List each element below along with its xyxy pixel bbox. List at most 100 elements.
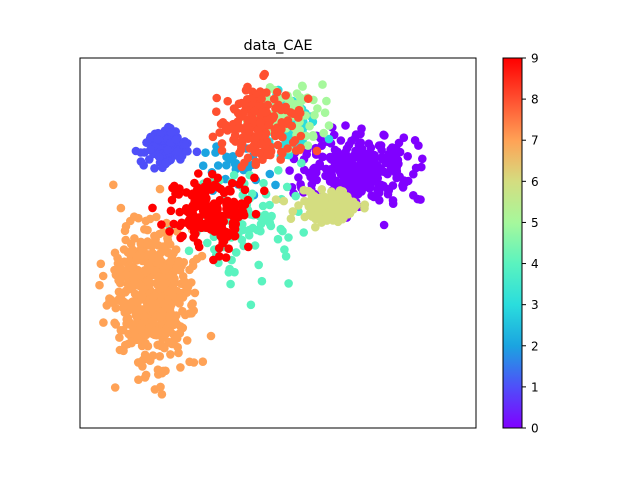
scatter-point-class-6 [360, 200, 370, 209]
scatter-point-class-3 [324, 134, 334, 144]
colorbar-tick-label: 6 [531, 175, 539, 189]
scatter-point-class-7 [119, 245, 129, 254]
scatter-point-class-7 [163, 236, 173, 245]
scatter-point-class-7 [197, 251, 207, 261]
scatter-point-class-7 [123, 313, 133, 323]
scatter-point-class-6 [311, 222, 320, 232]
scatter-point-class-0 [379, 220, 389, 230]
scatter-point-class-9 [251, 209, 261, 219]
scatter-point-class-0 [366, 182, 375, 191]
scatter-point-class-0 [294, 173, 303, 182]
scatter-point-class-8 [248, 115, 257, 124]
scatter-point-class-0 [329, 179, 338, 188]
scatter-point-class-9 [215, 195, 225, 205]
scatter-point-class-9 [240, 185, 250, 195]
scatter-point-class-0 [315, 159, 325, 169]
colorbar-ticks: 0 1 2 3 4 5 6 7 8 9 [522, 52, 539, 436]
scatter-point-class-7 [155, 255, 165, 264]
scatter-point-class-7 [145, 241, 154, 250]
scatter-point-class-6 [299, 185, 309, 195]
scatter-point-class-2 [222, 160, 231, 170]
scatter-point-class-8 [287, 121, 297, 131]
scatter-point-class-7 [98, 271, 108, 281]
scatter-point-class-8 [250, 148, 260, 157]
scatter-point-class-4 [203, 238, 212, 248]
scatter-point-class-5 [313, 104, 322, 113]
colorbar-tick-label: 5 [531, 216, 539, 230]
scatter-point-class-8 [263, 149, 272, 158]
scatter-point-class-7 [148, 253, 157, 263]
scatter-point-class-7 [188, 299, 197, 308]
scatter-point-class-4 [280, 245, 289, 254]
scatter-point-class-4 [282, 182, 292, 192]
scatter-point-class-0 [374, 141, 384, 150]
scatter-point-class-9 [250, 173, 259, 183]
scatter-point-class-4 [248, 223, 258, 233]
scatter-point-class-7 [122, 270, 131, 280]
scatter-point-class-7 [115, 296, 125, 306]
scatter-point-class-8 [223, 96, 232, 106]
colorbar-gradient [502, 57, 523, 429]
scatter-point-class-4 [291, 191, 301, 201]
scatter-point-class-5 [298, 82, 307, 91]
scatter-point-class-8 [231, 137, 240, 146]
scatter-point-class-0 [395, 172, 404, 181]
scatter-point-class-4 [225, 264, 234, 274]
scatter-point-class-0 [368, 171, 377, 181]
colorbar-tick-label: 9 [531, 52, 539, 66]
scatter-point-class-8 [237, 139, 247, 148]
scatter-point-class-0 [318, 152, 328, 162]
scatter-point-class-6 [317, 218, 326, 227]
scatter-point-class-7 [130, 326, 140, 335]
scatter-point-class-6 [330, 192, 340, 201]
scatter-point-class-7 [126, 337, 136, 347]
scatter-point-class-7 [182, 336, 192, 345]
scatter-point-class-4 [254, 260, 263, 270]
scatter-point-class-9 [166, 206, 176, 216]
scatter-point-class-4 [284, 233, 293, 242]
scatter-point-class-9 [244, 242, 253, 252]
scatter-point-class-9 [237, 176, 246, 185]
scatter-point-class-7 [110, 383, 120, 392]
scatter-point-class-5 [322, 96, 331, 106]
scatter-point-class-0 [403, 152, 413, 161]
scatter-point-class-9 [165, 227, 174, 236]
scatter-point-class-8 [260, 107, 270, 117]
scatter-point-class-5 [303, 141, 313, 150]
scatter-point-class-9 [218, 238, 227, 248]
scatter-point-class-8 [261, 128, 271, 138]
scatter-point-class-9 [194, 169, 203, 178]
scatter-point-class-0 [380, 131, 389, 140]
scatter-point-class-5 [318, 80, 327, 89]
scatter-point-class-9 [157, 220, 166, 229]
scatter-point-class-2 [224, 153, 233, 162]
scatter-point-class-7 [123, 285, 133, 294]
scatter-point-class-7 [140, 266, 149, 275]
scatter-point-class-9 [175, 207, 184, 217]
scatter-point-class-8 [288, 138, 298, 147]
scatter-point-class-7 [110, 265, 119, 275]
scatter-point-class-0 [312, 175, 322, 185]
scatter-point-class-0 [373, 185, 382, 194]
scatter-point-class-1 [192, 147, 202, 157]
scatter-point-class-0 [356, 146, 365, 156]
scatter-point-class-7 [145, 214, 155, 224]
scatter-point-class-8 [230, 105, 239, 114]
scatter-point-class-1 [153, 135, 163, 144]
scatter-point-class-9 [192, 195, 202, 204]
scatter-point-class-7 [140, 350, 150, 360]
scatter-point-class-9 [209, 255, 218, 265]
scatter-point-class-0 [418, 154, 427, 164]
scatter-point-class-7 [95, 280, 104, 290]
scatter-point-class-7 [165, 248, 174, 258]
scatter-point-class-7 [109, 180, 118, 190]
scatter-point-class-7 [181, 281, 190, 290]
scatter-point-class-9 [224, 244, 233, 253]
scatter-point-class-2 [198, 161, 208, 170]
scatter-point-class-8 [272, 87, 282, 97]
scatter-point-class-7 [174, 256, 183, 266]
scatter-point-class-8 [217, 146, 227, 155]
scatter-point-class-1 [154, 152, 164, 162]
scatter-point-class-8 [281, 102, 291, 112]
scatter-point-class-7 [113, 259, 123, 268]
